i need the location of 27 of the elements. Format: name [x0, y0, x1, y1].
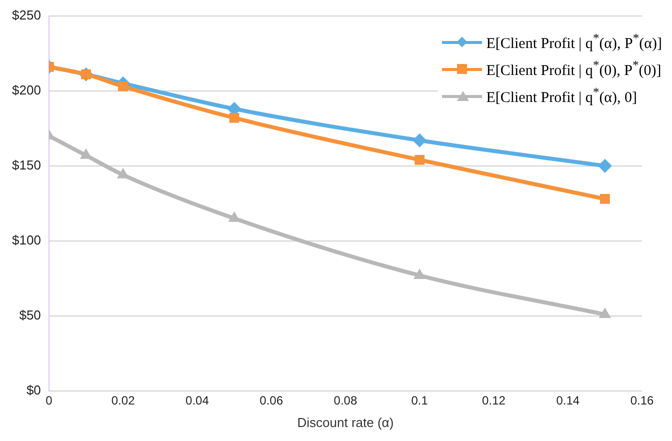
- x-tick-label: 0.1: [411, 394, 428, 408]
- legend-label: E[Client Profit | q$^{*}$(α), P$^{*}$(α)]: [486, 30, 662, 52]
- x-tick-label: 0.06: [260, 394, 284, 408]
- y-tick-label: $100: [12, 232, 41, 248]
- y-tick-label: $0: [26, 382, 41, 398]
- point: [414, 154, 425, 165]
- point: [229, 112, 240, 123]
- x-tick-label: 0.04: [186, 394, 210, 408]
- x-axis-title: Discount rate (α): [297, 414, 394, 430]
- y-tick-label: $250: [12, 7, 41, 22]
- x-tick-label: 0.08: [334, 394, 358, 408]
- point: [600, 194, 610, 204]
- x-tick-label: 0.16: [630, 394, 654, 408]
- point: [118, 81, 128, 92]
- point: [598, 158, 612, 173]
- point: [598, 307, 611, 318]
- x-tick-label: 0.14: [556, 394, 580, 408]
- point: [414, 268, 426, 279]
- y-tick-label: $150: [12, 157, 41, 172]
- legend-label: E[Client Profit | q$^{*}$(0), P$^{*}$(0)]: [486, 58, 662, 80]
- legend-label: E[Client Profit | q$^{*}$(α), 0]: [486, 84, 638, 106]
- y-tick-label: $200: [12, 82, 41, 98]
- x-tick-label: 0: [46, 394, 53, 408]
- point: [412, 133, 427, 148]
- x-tick-label: 0.02: [111, 394, 136, 408]
- y-tick-label: $50: [19, 308, 41, 323]
- x-tick-label: 0.12: [482, 394, 506, 408]
